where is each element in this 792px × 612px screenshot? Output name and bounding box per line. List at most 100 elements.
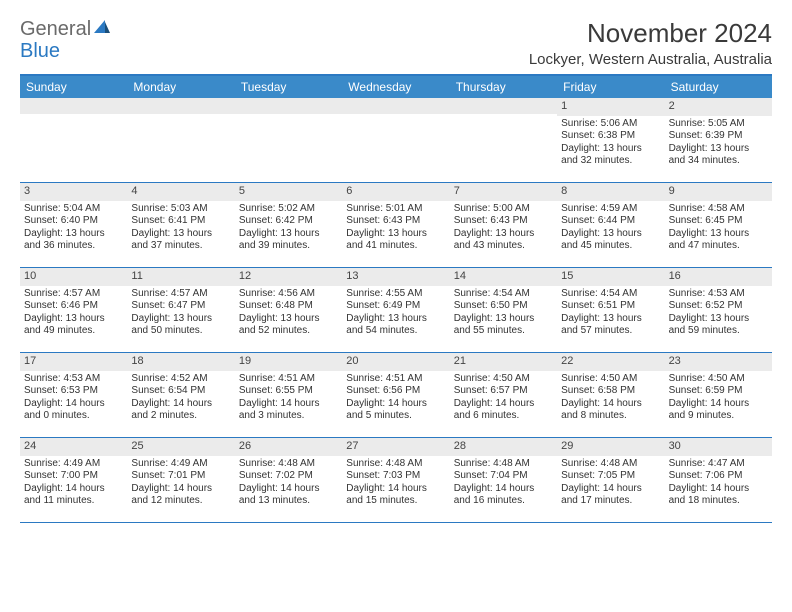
sunset-text: Sunset: 6:41 PM: [131, 215, 230, 228]
day-number: 9: [669, 185, 675, 197]
sunset-text: Sunset: 6:47 PM: [131, 300, 230, 313]
day-number-row: 25: [127, 438, 234, 456]
day-cell: 25 Sunrise: 4:49 AMSunset: 7:01 PMDayligh…: [127, 438, 234, 522]
day-number-row: 14: [450, 268, 557, 286]
dl1-text: Daylight: 13 hours: [561, 228, 660, 241]
day-cell: 21Sunrise: 4:50 AMSunset: 6:57 PMDayligh…: [450, 353, 557, 437]
day-number-row: 8: [557, 183, 664, 201]
dl2-text: and 36 minutes.: [24, 240, 123, 253]
day-info: Sunrise: 4:53 AMSunset: 6:53 PMDaylight:…: [24, 373, 123, 423]
day-cell: [127, 98, 234, 182]
sunset-text: Sunset: 7:05 PM: [561, 470, 660, 483]
dl2-text: and 15 minutes.: [346, 495, 445, 508]
sunset-text: Sunset: 6:50 PM: [454, 300, 553, 313]
day-number: 27: [346, 440, 358, 452]
day-number-row: 6: [342, 183, 449, 201]
dl2-text: and 41 minutes.: [346, 240, 445, 253]
sunset-text: Sunset: 6:43 PM: [346, 215, 445, 228]
day-cell: 7Sunrise: 5:00 AMSunset: 6:43 PMDaylight…: [450, 183, 557, 267]
dl2-text: and 2 minutes.: [131, 410, 230, 423]
sunrise-text: Sunrise: 4:47 AM: [669, 458, 768, 471]
dl2-text: and 49 minutes.: [24, 325, 123, 338]
day-number-row: 30: [665, 438, 772, 456]
dl1-text: Daylight: 13 hours: [454, 313, 553, 326]
dl1-text: Daylight: 14 hours: [669, 398, 768, 411]
day-cell: 3Sunrise: 5:04 AMSunset: 6:40 PMDaylight…: [20, 183, 127, 267]
day-number: 24: [24, 440, 36, 452]
sunrise-text: Sunrise: 5:05 AM: [669, 118, 768, 131]
day-number: 15: [561, 270, 573, 282]
day-cell: 8Sunrise: 4:59 AMSunset: 6:44 PMDaylight…: [557, 183, 664, 267]
logo: General: [20, 18, 112, 41]
sunrise-text: Sunrise: 4:53 AM: [24, 373, 123, 386]
day-cell: [450, 98, 557, 182]
week-row: 3Sunrise: 5:04 AMSunset: 6:40 PMDaylight…: [20, 183, 772, 268]
day-number-row: 17: [20, 353, 127, 371]
week-row: 10Sunrise: 4:57 AMSunset: 6:46 PMDayligh…: [20, 268, 772, 353]
dl1-text: Daylight: 13 hours: [24, 228, 123, 241]
dl1-text: Daylight: 13 hours: [669, 143, 768, 156]
sunset-text: Sunset: 6:38 PM: [561, 130, 660, 143]
day-info: Sunrise: 4:50 AMSunset: 6:58 PMDaylight:…: [561, 373, 660, 423]
sunset-text: Sunset: 6:39 PM: [669, 130, 768, 143]
sunset-text: Sunset: 6:40 PM: [24, 215, 123, 228]
dl2-text: and 11 minutes.: [24, 495, 123, 508]
day-info: Sunrise: 4:49 AMSunset: 7:01 PMDaylight:…: [131, 458, 230, 508]
dl1-text: Daylight: 14 hours: [24, 483, 123, 496]
dl1-text: Daylight: 14 hours: [561, 483, 660, 496]
dl2-text: and 5 minutes.: [346, 410, 445, 423]
day-number-row: 19: [235, 353, 342, 371]
dl2-text: and 37 minutes.: [131, 240, 230, 253]
week-row: 1Sunrise: 5:06 AMSunset: 6:38 PMDaylight…: [20, 98, 772, 183]
day-number-row: 4: [127, 183, 234, 201]
dl1-text: Daylight: 13 hours: [239, 313, 338, 326]
day-cell: 27Sunrise: 4:48 AMSunset: 7:03 PMDayligh…: [342, 438, 449, 522]
sunrise-text: Sunrise: 4:51 AM: [239, 373, 338, 386]
sunrise-text: Sunrise: 4:48 AM: [239, 458, 338, 471]
day-number: 7: [454, 185, 460, 197]
day-number-row: 15: [557, 268, 664, 286]
sunset-text: Sunset: 7:02 PM: [239, 470, 338, 483]
day-cell: 12Sunrise: 4:56 AMSunset: 6:48 PMDayligh…: [235, 268, 342, 352]
day-number: 25: [131, 440, 143, 452]
day-number: 14: [454, 270, 466, 282]
day-info: Sunrise: 4:53 AMSunset: 6:52 PMDaylight:…: [669, 288, 768, 338]
day-info: Sunrise: 4:48 AMSunset: 7:05 PMDaylight:…: [561, 458, 660, 508]
sunset-text: Sunset: 6:53 PM: [24, 385, 123, 398]
day-cell: 24Sunrise: 4:49 AMSunset: 7:00 PMDayligh…: [20, 438, 127, 522]
day-cell: 4Sunrise: 5:03 AMSunset: 6:41 PMDaylight…: [127, 183, 234, 267]
dl1-text: Daylight: 14 hours: [239, 398, 338, 411]
day-cell: 17 Sunrise: 4:53 AMSunset: 6:53 PMDayligh…: [20, 353, 127, 437]
location: Lockyer, Western Australia, Australia: [529, 51, 772, 68]
dl1-text: Daylight: 13 hours: [24, 313, 123, 326]
sunset-text: Sunset: 6:59 PM: [669, 385, 768, 398]
day-cell: 14 Sunrise: 4:54 AMSunset: 6:50 PMDayligh…: [450, 268, 557, 352]
sunrise-text: Sunrise: 5:01 AM: [346, 203, 445, 216]
day-number: 12: [239, 270, 251, 282]
day-number: 21: [454, 355, 466, 367]
day-number-row: 26: [235, 438, 342, 456]
sunset-text: Sunset: 6:58 PM: [561, 385, 660, 398]
day-number: 2: [669, 100, 675, 112]
dl2-text: and 54 minutes.: [346, 325, 445, 338]
day-cell: 29 Sunrise: 4:48 AMSunset: 7:05 PMDayligh…: [557, 438, 664, 522]
dl2-text: and 8 minutes.: [561, 410, 660, 423]
day-header: Monday: [127, 76, 234, 98]
sunrise-text: Sunrise: 4:50 AM: [669, 373, 768, 386]
day-cell: 23Sunrise: 4:50 AMSunset: 6:59 PMDayligh…: [665, 353, 772, 437]
sunset-text: Sunset: 6:52 PM: [669, 300, 768, 313]
day-number: 30: [669, 440, 681, 452]
day-number-row: 3: [20, 183, 127, 201]
day-number-row: 1: [557, 98, 664, 116]
day-number-row: 5: [235, 183, 342, 201]
day-number-row: 11: [127, 268, 234, 286]
day-number: 5: [239, 185, 245, 197]
sunrise-text: Sunrise: 4:50 AM: [561, 373, 660, 386]
day-number-row: 16: [665, 268, 772, 286]
sunset-text: Sunset: 6:43 PM: [454, 215, 553, 228]
dl1-text: Daylight: 14 hours: [24, 398, 123, 411]
sunrise-text: Sunrise: 4:54 AM: [454, 288, 553, 301]
day-number-row: 29: [557, 438, 664, 456]
day-cell: 9Sunrise: 4:58 AMSunset: 6:45 PMDaylight…: [665, 183, 772, 267]
day-cell: 10Sunrise: 4:57 AMSunset: 6:46 PMDayligh…: [20, 268, 127, 352]
